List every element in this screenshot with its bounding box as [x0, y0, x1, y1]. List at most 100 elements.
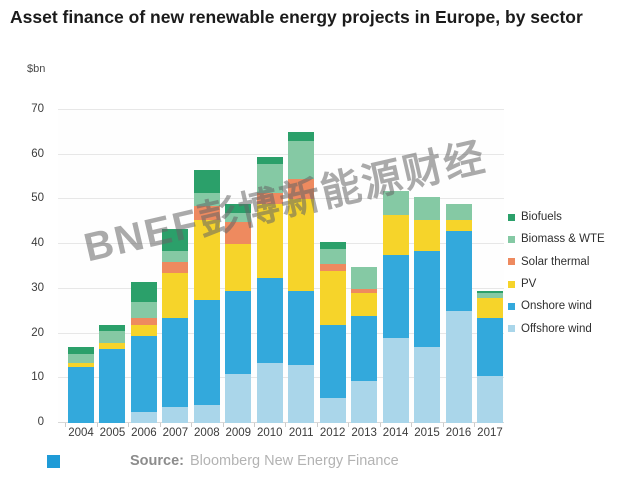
- bar-segment-2010-onshore-wind: [256, 277, 283, 363]
- legend-item-biomass-wte: Biomass & WTE: [508, 228, 605, 250]
- x-tick-label-2017: 2017: [477, 427, 503, 439]
- bar-segment-2017-biomass-wte: [476, 293, 503, 298]
- y-axis-unit-label: $bn: [27, 63, 46, 75]
- y-tick-label-0: 0: [37, 416, 44, 428]
- legend: Biofuels Biomass & WTE Solar thermal PV Onsh…: [508, 206, 605, 340]
- x-tick-label-2010: 2010: [256, 427, 283, 439]
- bar-segment-2005-biomass-wte: [99, 331, 126, 343]
- bar-segment-2012-solar-thermal: [319, 264, 346, 271]
- y-axis: 0 10 20 30 40 50 60 70: [0, 103, 48, 428]
- source-square-icon: [47, 454, 60, 468]
- bar-2011: [288, 132, 315, 423]
- x-tick-label-2013: 2013: [351, 427, 377, 439]
- gridline-60: [58, 153, 504, 155]
- bar-segment-2010-biomass-wte: [256, 163, 283, 193]
- bar-2004: [68, 347, 94, 423]
- legend-label: PV: [521, 278, 537, 291]
- x-axis-tickmark: [285, 423, 287, 427]
- bar-segment-2009-onshore-wind: [225, 291, 252, 374]
- x-tick-label-2016: 2016: [445, 427, 472, 439]
- legend-swatch-icon: [508, 235, 515, 243]
- bar-segment-2007-onshore-wind: [162, 317, 189, 408]
- legend-label: Onshore wind: [521, 300, 592, 313]
- x-axis-tickmark: [442, 423, 444, 427]
- x-tick-label-2009: 2009: [225, 427, 252, 439]
- bar-segment-2008-offshore-wind: [193, 405, 220, 423]
- source-row: Source: Bloomberg New Energy Finance: [47, 453, 399, 469]
- x-tick-label-2011: 2011: [288, 427, 314, 439]
- bar-segment-2004-pv: [68, 362, 94, 368]
- gridline-70: [58, 109, 504, 110]
- legend-swatch-icon: [508, 213, 515, 221]
- bar-segment-2009-biofuels: [225, 203, 252, 213]
- bar-segment-2015-biomass-wte: [414, 197, 441, 220]
- legend-label: Offshore wind: [521, 322, 592, 335]
- legend-item-biofuels: Biofuels: [508, 206, 605, 228]
- bar-segment-2010-offshore-wind: [256, 362, 283, 423]
- bar-segment-2014-pv: [382, 215, 409, 256]
- bar-segment-2004-onshore-wind: [68, 367, 94, 423]
- bar-segment-2006-biofuels: [130, 282, 157, 303]
- bar-2007: [162, 228, 189, 423]
- y-tick-label-10: 10: [31, 371, 44, 384]
- legend-item-offshore-wind: Offshore wind: [508, 317, 605, 339]
- bar-segment-2012-offshore-wind: [319, 398, 346, 423]
- y-tick-label-40: 40: [31, 237, 44, 250]
- bar-segment-2011-onshore-wind: [288, 291, 315, 365]
- bar-2017: [476, 291, 503, 423]
- bar-segment-2013-onshore-wind: [351, 315, 378, 381]
- y-tick-label-30: 30: [31, 281, 44, 294]
- bar-segment-2017-offshore-wind: [476, 376, 503, 423]
- bar-2005: [99, 324, 126, 423]
- bar-segment-2011-biofuels: [288, 132, 315, 142]
- bar-segment-2011-solar-thermal: [288, 179, 315, 200]
- bar-segment-2010-pv: [256, 203, 283, 278]
- bar-segment-2008-onshore-wind: [193, 300, 220, 406]
- y-tick-label-20: 20: [31, 326, 44, 339]
- bar-segment-2005-biofuels: [99, 324, 126, 332]
- x-axis-tickmark: [379, 423, 381, 427]
- bar-2010: [256, 156, 283, 423]
- x-axis-tickmark: [65, 423, 67, 427]
- legend-swatch-icon: [508, 302, 515, 310]
- bar-segment-2008-biomass-wte: [193, 192, 220, 207]
- bar-segment-2009-pv: [225, 244, 252, 292]
- bar-2009: [225, 203, 252, 423]
- x-axis-tickmark: [316, 423, 318, 427]
- bar-segment-2008-biofuels: [193, 170, 220, 193]
- bar-segment-2015-onshore-wind: [414, 250, 441, 347]
- x-tick-label-2015: 2015: [414, 427, 440, 439]
- bar-segment-2011-pv: [288, 199, 315, 292]
- bar-segment-2017-biofuels: [476, 291, 503, 294]
- bar-segment-2015-pv: [414, 219, 441, 251]
- legend-item-solar-thermal: Solar thermal: [508, 251, 605, 273]
- bar-segment-2017-onshore-wind: [476, 317, 503, 377]
- legend-item-onshore-wind: Onshore wind: [508, 295, 605, 317]
- bar-segment-2012-biomass-wte: [319, 248, 346, 265]
- bar-2013: [351, 266, 378, 423]
- bar-segment-2012-pv: [319, 271, 346, 325]
- bar-segment-2013-offshore-wind: [351, 380, 378, 423]
- bar-segment-2006-pv: [130, 324, 157, 336]
- bar-segment-2014-onshore-wind: [382, 255, 409, 339]
- bar-segment-2006-onshore-wind: [130, 335, 157, 412]
- bar-segment-2007-solar-thermal: [162, 262, 189, 274]
- bar-segment-2016-onshore-wind: [445, 230, 472, 312]
- bar-segment-2014-offshore-wind: [382, 338, 409, 423]
- bar-segment-2010-solar-thermal: [256, 192, 283, 204]
- bar-segment-2013-pv: [351, 293, 378, 316]
- bar-2008: [193, 170, 220, 423]
- bar-segment-2005-onshore-wind: [99, 349, 126, 423]
- bar-segment-2016-pv: [445, 219, 472, 231]
- bar-segment-2008-solar-thermal: [193, 206, 220, 220]
- bar-segment-2006-biomass-wte: [130, 302, 157, 318]
- chart-title: Asset finance of new renewable energy pr…: [10, 7, 583, 27]
- bar-segment-2004-biomass-wte: [68, 353, 94, 363]
- bar-segment-2007-biofuels: [162, 228, 189, 251]
- bar-segment-2011-offshore-wind: [288, 364, 315, 423]
- legend-swatch-icon: [508, 325, 515, 333]
- bar-segment-2009-offshore-wind: [225, 373, 252, 423]
- bar-2006: [130, 282, 157, 423]
- bar-segment-2013-solar-thermal: [351, 288, 378, 294]
- source-text: Bloomberg New Energy Finance: [190, 453, 399, 469]
